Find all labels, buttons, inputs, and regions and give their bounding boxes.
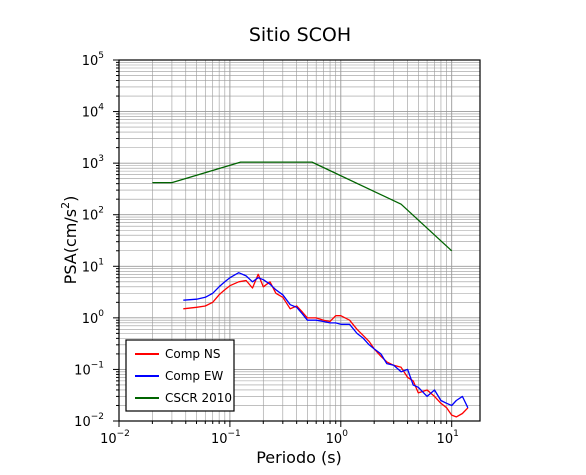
y-tick-label: 10−1 [74,360,104,378]
y-tick-label: 102 [82,206,104,224]
x-axis-label: Periodo (s) [256,448,342,467]
y-tick-label: 104 [82,103,105,121]
legend-label-cscr: CSCR 2010 [165,391,232,405]
legend-label-ns: Comp NS [165,347,220,361]
series-line-cscr-2010 [152,161,453,252]
y-tick-label: 100 [82,309,105,327]
series-line-comp-ns [183,273,469,418]
y-tick-label: 105 [82,51,104,69]
series-layer [152,161,469,418]
plot-frame [118,59,481,422]
y-tick-label: 10−2 [74,412,104,430]
chart-title: Sitio SCOH [249,24,351,46]
x-tick-label: 10−1 [211,429,241,447]
x-tick-label: 100 [326,429,349,447]
y-axis-label-close: ) [61,196,80,202]
series-line-comp-ew [183,272,469,409]
y-tick-label: 103 [82,154,104,172]
x-tick-label: 10−2 [100,429,130,447]
y-axis-label-sup: 2 [59,202,72,209]
legend: Comp NS Comp EW CSCR 2010 [125,339,235,412]
tick-layer: 10−2 10−1 100 101 10−2 10−1 100 101 102 103 104 105 [74,51,459,447]
y-axis-label: PSA(cm/s2) [59,196,80,285]
grid-layer [118,59,480,422]
y-axis-label-main: PSA(cm/s [61,209,80,284]
legend-label-ew: Comp EW [165,369,223,383]
y-tick-label: 101 [82,257,104,275]
x-tick-label: 101 [437,429,459,447]
